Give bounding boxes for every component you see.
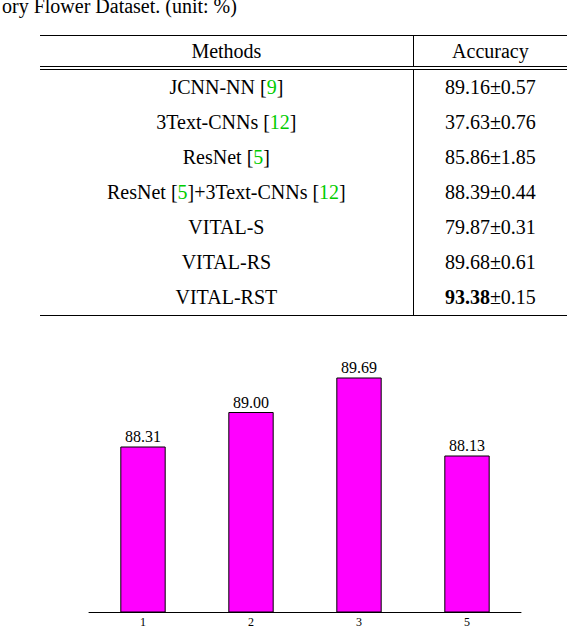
svg-text:88.13: 88.13 xyxy=(449,437,485,454)
html-text:VITAL-RST: VITAL-RST xyxy=(175,286,278,308)
html-text:88.39±0.44: 88.39±0.44 xyxy=(444,181,536,203)
html-text:VITAL-RS: VITAL-RS xyxy=(181,251,272,273)
svg-text:3: 3 xyxy=(356,615,362,629)
html-text:37.63±0.76: 37.63±0.76 xyxy=(444,111,536,133)
html-text:ResNet [5]: ResNet [5] xyxy=(182,146,270,168)
html-text:3Text-CNNs [12]: 3Text-CNNs [12] xyxy=(156,111,297,133)
svg-text:2: 2 xyxy=(248,615,254,629)
html-text:Methods: Methods xyxy=(191,39,262,62)
html-text:79.87±0.31: 79.87±0.31 xyxy=(444,216,536,238)
html-text:89.16±0.57: 89.16±0.57 xyxy=(444,76,536,98)
svg-text:1: 1 xyxy=(140,615,146,629)
html-text:VITAL-S: VITAL-S xyxy=(188,216,265,238)
html-text:JCNN-NN [9]: JCNN-NN [9] xyxy=(169,76,284,98)
html-text:93.38 ±0.15: 93.38 ±0.15 xyxy=(444,286,536,308)
svg-text:88.31: 88.31 xyxy=(125,428,161,445)
svg-text:5: 5 xyxy=(464,615,470,629)
svg-text:89.00: 89.00 xyxy=(233,394,269,411)
html-text:89.68±0.61: 89.68±0.61 xyxy=(444,251,536,273)
svg-text:89.69: 89.69 xyxy=(341,359,377,376)
html-text:ResNet [5] +3Text-CNNs [12]: ResNet [5] +3Text-CNNs [12] xyxy=(107,181,346,203)
html-text:85.86±1.85: 85.86±1.85 xyxy=(444,146,536,168)
html-text:Accuracy: Accuracy xyxy=(452,39,529,62)
